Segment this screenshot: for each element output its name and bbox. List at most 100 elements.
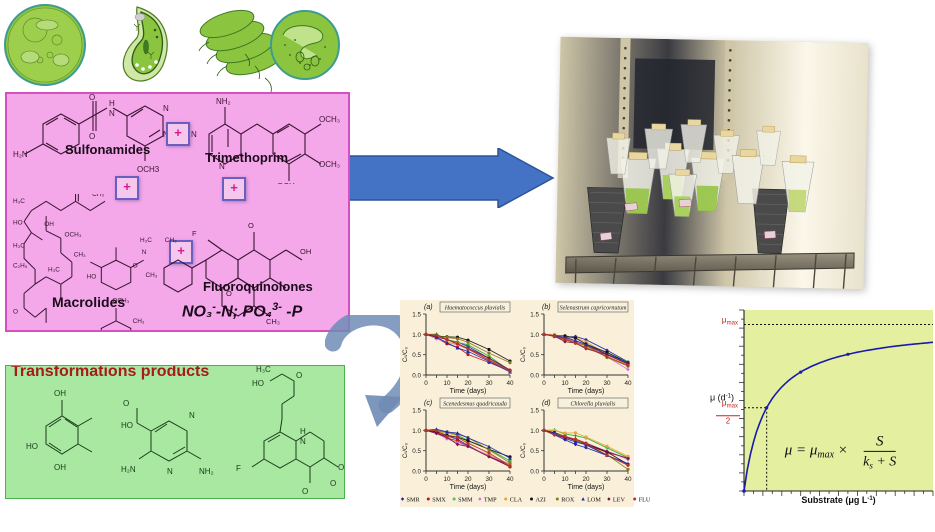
svg-text:TMP: TMP <box>484 496 497 503</box>
svg-text:NH₂: NH₂ <box>216 97 231 106</box>
svg-text:H₃C: H₃C <box>140 237 152 244</box>
svg-text:O: O <box>302 487 308 496</box>
svg-text:Selenastrum capricornutum: Selenastrum capricornutum <box>560 306 627 312</box>
svg-text:0: 0 <box>424 476 428 483</box>
svg-text:μmax: μmax <box>722 315 738 327</box>
svg-text:μ = μmax ×: μ = μmax × <box>784 442 848 460</box>
svg-text:O: O <box>89 132 95 141</box>
svg-text:N: N <box>189 411 195 420</box>
svg-text:Substrate (μg L-1): Substrate (μg L-1) <box>801 495 875 505</box>
svg-text:20: 20 <box>582 380 590 387</box>
svg-text:OCH₃: OCH₃ <box>277 182 298 184</box>
svg-text:O: O <box>133 263 138 270</box>
svg-text:CH₃: CH₃ <box>36 330 48 332</box>
svg-text:S: S <box>876 433 884 449</box>
svg-text:N: N <box>300 437 306 446</box>
svg-text:Cₜ/C₀: Cₜ/C₀ <box>402 442 409 458</box>
svg-text:1.0: 1.0 <box>530 332 539 339</box>
svg-text:Haematococcus pluvialis: Haematococcus pluvialis <box>444 306 506 312</box>
svg-text:0.5: 0.5 <box>530 448 539 455</box>
svg-text:ROX: ROX <box>561 496 575 503</box>
svg-text:O: O <box>248 221 254 230</box>
svg-text:C₂H₅: C₂H₅ <box>13 263 28 270</box>
svg-text:(c): (c) <box>424 400 432 407</box>
svg-text:H: H <box>300 427 306 436</box>
svg-text:0.0: 0.0 <box>530 373 539 380</box>
svg-text:40: 40 <box>624 380 632 387</box>
svg-text:ks + S: ks + S <box>863 454 896 470</box>
svg-text:Cₜ/C₀: Cₜ/C₀ <box>520 346 527 362</box>
svg-text:(b): (b) <box>542 304 551 311</box>
svg-text:10: 10 <box>443 380 451 387</box>
svg-text:OCH₃: OCH₃ <box>319 160 340 169</box>
svg-text:Cₜ/C₀: Cₜ/C₀ <box>402 346 409 362</box>
svg-text:1.5: 1.5 <box>530 312 539 319</box>
svg-text:F: F <box>192 229 197 238</box>
svg-text:1.5: 1.5 <box>412 312 421 319</box>
svg-text:1.0: 1.0 <box>412 332 421 339</box>
svg-text:H: H <box>109 99 115 108</box>
svg-text:Cₜ/C₀: Cₜ/C₀ <box>520 442 527 458</box>
svg-text:CH₃: CH₃ <box>133 318 145 325</box>
svg-text:OCH3: OCH3 <box>137 165 160 174</box>
svg-text:0.5: 0.5 <box>412 352 421 359</box>
svg-text:Scenedesmus quadricauda: Scenedesmus quadricauda <box>443 402 507 408</box>
svg-text:O: O <box>330 479 336 488</box>
svg-text:1.5: 1.5 <box>530 408 539 415</box>
svg-text:AZI: AZI <box>536 496 546 503</box>
svg-text:20: 20 <box>464 380 472 387</box>
svg-text:HO: HO <box>252 379 264 388</box>
svg-text:μ (d-1): μ (d-1) <box>710 393 734 403</box>
svg-text:HO: HO <box>26 442 38 451</box>
svg-text:Time (days): Time (days) <box>450 388 487 395</box>
svg-text:40: 40 <box>506 380 514 387</box>
svg-text:H₃C: H₃C <box>13 242 25 249</box>
svg-text:CH₃: CH₃ <box>92 194 104 198</box>
svg-text:FLU: FLU <box>639 496 651 503</box>
svg-text:CLA: CLA <box>510 496 523 503</box>
svg-text:HO: HO <box>13 219 23 226</box>
svg-text:OH: OH <box>300 247 311 256</box>
svg-text:2: 2 <box>726 417 731 426</box>
svg-text:30: 30 <box>603 380 611 387</box>
svg-text:O: O <box>89 94 95 102</box>
svg-text:0: 0 <box>424 380 428 387</box>
svg-text:OH: OH <box>54 389 66 398</box>
svg-text:O⁻: O⁻ <box>338 463 345 472</box>
svg-text:HO: HO <box>87 274 97 281</box>
svg-text:O: O <box>13 309 18 316</box>
svg-text:Time (days): Time (days) <box>568 388 605 395</box>
svg-text:(d): (d) <box>542 400 551 407</box>
svg-text:LEV: LEV <box>613 496 626 503</box>
svg-text:O: O <box>296 371 302 380</box>
svg-text:SMX: SMX <box>432 496 446 503</box>
svg-text:H₃C: H₃C <box>13 198 25 205</box>
svg-text:CH₃: CH₃ <box>145 272 157 279</box>
svg-text:10: 10 <box>561 476 569 483</box>
svg-text:N: N <box>142 249 147 256</box>
svg-text:Time (days): Time (days) <box>568 484 605 491</box>
svg-text:H₂N: H₂N <box>121 465 136 474</box>
svg-text:30: 30 <box>485 476 493 483</box>
svg-text:0.0: 0.0 <box>530 469 539 476</box>
svg-text:N: N <box>191 130 197 139</box>
svg-text:40: 40 <box>506 476 514 483</box>
svg-text:40: 40 <box>624 476 632 483</box>
svg-text:OCH₃: OCH₃ <box>319 115 340 124</box>
svg-text:HO: HO <box>121 421 133 430</box>
svg-text:H₂N: H₂N <box>13 150 28 159</box>
svg-text:CH₃: CH₃ <box>74 252 86 259</box>
svg-text:1.0: 1.0 <box>530 428 539 435</box>
svg-text:OH: OH <box>44 221 54 228</box>
svg-text:H₃C: H₃C <box>48 266 60 273</box>
svg-text:SMR: SMR <box>407 496 421 503</box>
svg-text:0.0: 0.0 <box>412 469 421 476</box>
svg-text:Time (days): Time (days) <box>450 484 487 491</box>
svg-text:SMM: SMM <box>458 496 473 503</box>
svg-text:N: N <box>167 467 173 476</box>
svg-text:1.0: 1.0 <box>412 428 421 435</box>
svg-text:30: 30 <box>485 380 493 387</box>
svg-text:OH: OH <box>54 463 66 472</box>
svg-text:O: O <box>123 399 129 408</box>
svg-text:OCH₃: OCH₃ <box>65 231 82 238</box>
